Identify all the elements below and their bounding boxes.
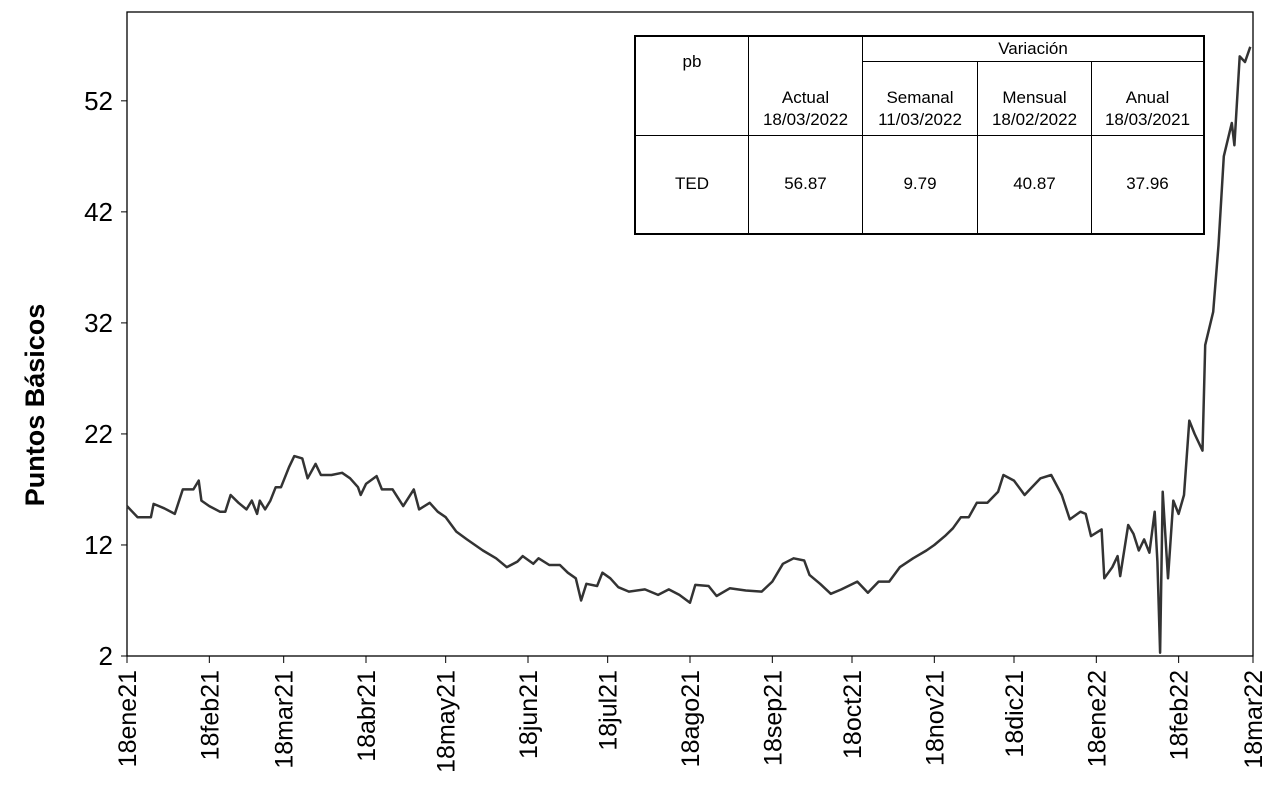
table-cell: 56.87 — [748, 134, 863, 235]
x-tick-label: 18oct21 — [839, 670, 867, 759]
table-cell: 37.96 — [1091, 134, 1205, 235]
x-tick-label: 18feb22 — [1166, 670, 1194, 760]
table-header: Anual 18/03/2021 — [1091, 60, 1205, 136]
table-cell: TED — [634, 134, 749, 235]
y-tick-label: 52 — [84, 86, 113, 116]
header-text: Mensual — [1002, 87, 1067, 107]
x-tick-label: 18ene21 — [114, 670, 142, 767]
y-tick-label: 12 — [84, 530, 113, 560]
series-line — [126, 46, 1252, 654]
x-tick-label: 18jun21 — [515, 670, 543, 759]
x-tick-label: 18jul21 — [595, 670, 623, 751]
header-text: 18/02/2022 — [991, 109, 1078, 129]
y-tick-label: 32 — [84, 308, 113, 338]
header-text: Actual — [781, 87, 830, 107]
x-tick-label: 18may21 — [433, 670, 461, 773]
table-header: Variación — [862, 35, 1205, 62]
table-header: pb — [634, 35, 749, 136]
y-tick-label: 22 — [84, 419, 113, 449]
x-tick-label: 18sep21 — [759, 670, 787, 766]
table-header: Mensual 18/02/2022 — [977, 60, 1092, 136]
header-text: 18/03/2021 — [1104, 109, 1191, 129]
y-axis-label: Puntos Básicos — [20, 304, 50, 507]
x-tick-label: 18feb21 — [196, 670, 224, 760]
x-tick-label: 18nov21 — [921, 670, 949, 766]
table-cell: 9.79 — [862, 134, 978, 235]
y-tick-label: 42 — [84, 197, 113, 227]
header-text: Semanal — [886, 87, 954, 107]
table-header: Actual 18/03/2022 — [748, 35, 863, 136]
x-tick-label: 18dic21 — [1001, 670, 1029, 758]
x-tick-label: 18mar22 — [1240, 670, 1268, 769]
y-tick-label: 2 — [99, 641, 113, 671]
table-cell: 40.87 — [977, 134, 1092, 235]
x-tick-label: 18ene22 — [1083, 670, 1111, 767]
summary-table: pb Actual 18/03/2022 Variación Semanal 11/… — [634, 35, 1205, 235]
x-tick-label: 18abr21 — [353, 670, 381, 762]
table-header: Semanal 11/03/2022 — [862, 60, 978, 136]
header-text: 11/03/2022 — [878, 109, 962, 129]
x-tick-label: 18ago21 — [677, 670, 705, 767]
header-text: 18/03/2022 — [762, 109, 849, 129]
header-text: Anual — [1125, 87, 1170, 107]
x-tick-label: 18mar21 — [271, 670, 299, 769]
